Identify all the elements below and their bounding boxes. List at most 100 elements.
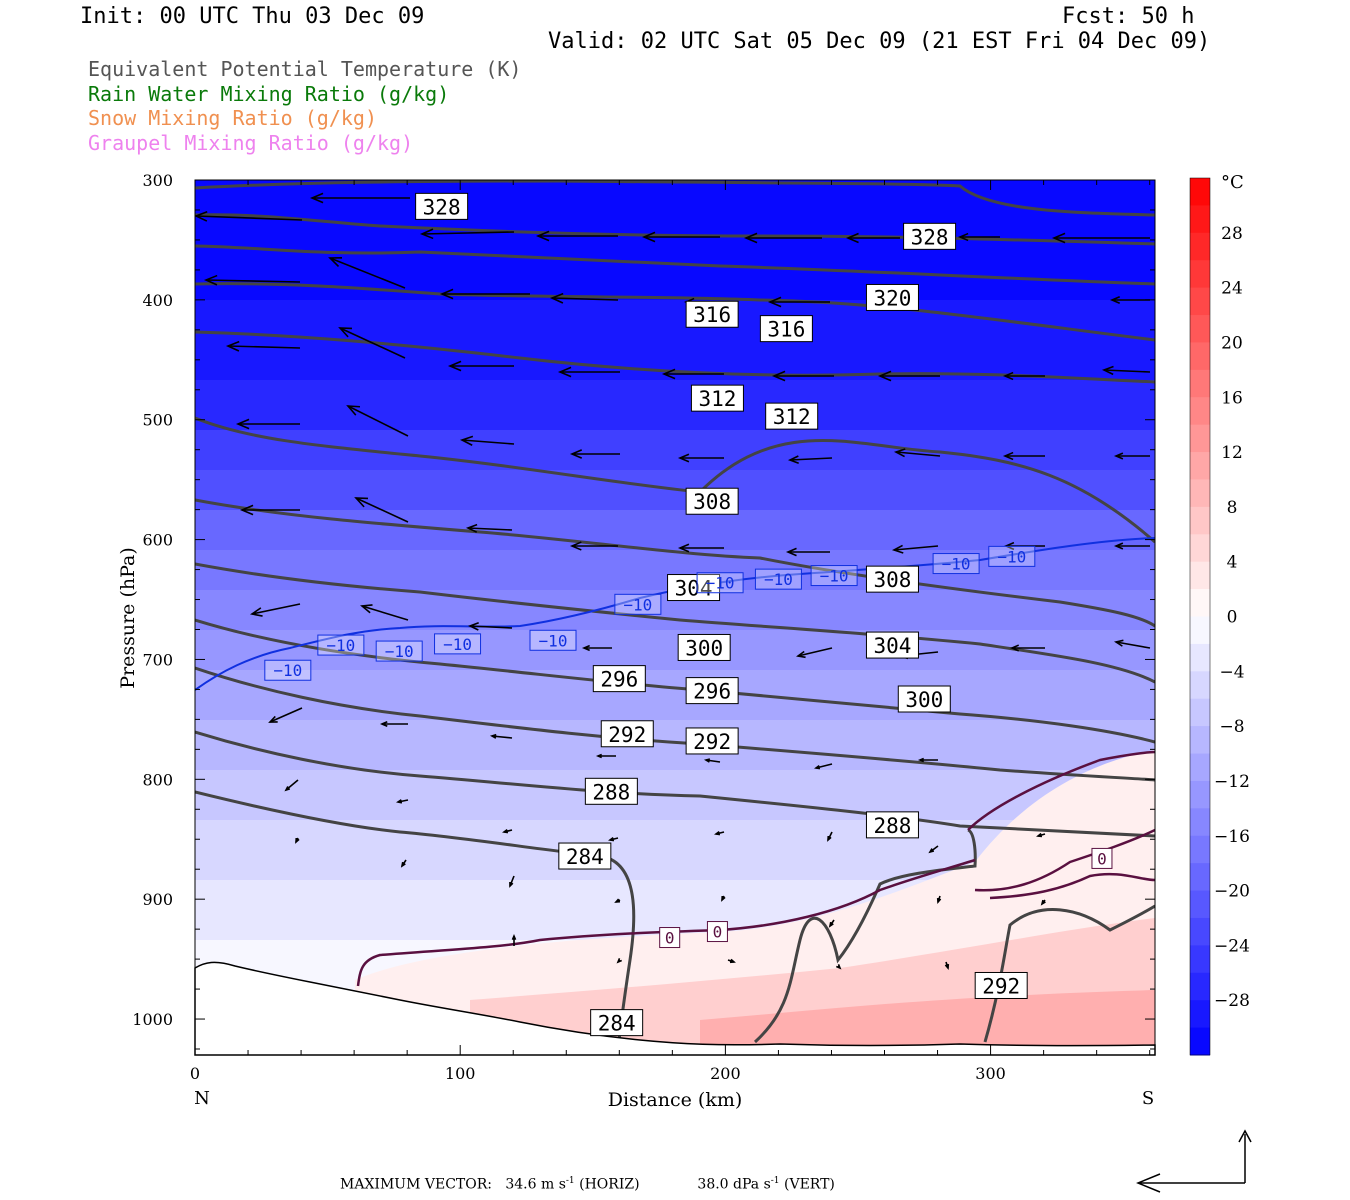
wind-vector-arrow — [1109, 296, 1150, 304]
wind-vector-arrow — [1051, 232, 1150, 244]
wind-vector-arrow — [459, 435, 515, 446]
x-axis-right-label: S — [1142, 1088, 1154, 1109]
isotherm-label: 0 — [1091, 847, 1113, 869]
vert-unit: (VERT) — [784, 1176, 835, 1193]
colorbar-swatch — [1190, 835, 1210, 864]
terrain-surface — [194, 961, 1156, 1056]
wind-vector-arrow — [465, 523, 513, 533]
isotherm-label: −10 — [932, 553, 980, 575]
colorbar-swatch — [1190, 917, 1210, 946]
wind-vector-arrow — [714, 830, 725, 836]
contour-labels: 328 328 320 316 316 312 312 308 308 304 304 300 300 2… — [264, 192, 1113, 1037]
theta-e-label-text: 288 — [873, 814, 911, 838]
colorbar-swatch — [1190, 205, 1210, 234]
wind-vector-arrow — [891, 544, 939, 554]
colorbar-swatch — [1190, 260, 1210, 289]
wind-vector-arrow — [249, 603, 301, 617]
warm-temperature-band — [700, 990, 1155, 1055]
wind-vector-arrow — [511, 933, 517, 946]
zero-isotherm — [967, 750, 1155, 831]
colorbar-swatch — [1190, 589, 1210, 617]
theta-e-label: 316 — [759, 315, 813, 343]
wind-vector-arrow — [1009, 644, 1045, 652]
isotherm-label: 0 — [659, 927, 681, 949]
colorbar-tick-label: −4 — [1219, 662, 1244, 682]
colorbar-swatch — [1190, 178, 1210, 206]
colorbar-swatch — [1190, 424, 1210, 453]
theta-e-label: 304 — [865, 631, 919, 659]
wind-vector-arrow — [1036, 832, 1046, 838]
theta-e-label: 312 — [690, 384, 744, 412]
colorbar-tick-label: 12 — [1221, 443, 1243, 463]
theta-e-label: 292 — [600, 720, 654, 748]
horiz-exponent: -1 — [565, 1176, 575, 1186]
theta-e-line — [753, 828, 977, 1044]
field-label-snow: Snow Mixing Ratio (g/kg) — [88, 106, 377, 130]
wind-vector-arrow — [309, 192, 410, 204]
theta-e-label: 320 — [865, 283, 919, 311]
colorbar-tick-label: 24 — [1221, 279, 1243, 299]
wind-vector-arrow — [489, 733, 513, 739]
y-tick-label: 900 — [142, 890, 173, 909]
colorbar-unit: °C — [1221, 172, 1244, 193]
theta-e-label: 300 — [677, 633, 731, 661]
wind-vector-arrow — [581, 644, 612, 652]
isotherm-label: −10 — [375, 640, 423, 662]
wind-vector-arrow — [827, 831, 833, 842]
temperature-band — [195, 720, 1155, 770]
colorbar-swatch — [1190, 643, 1210, 672]
theta-e-label-text: 328 — [423, 195, 461, 219]
wind-vector-arrow — [268, 707, 303, 723]
wind-vectors — [195, 192, 1151, 970]
colorbar-swatch — [1190, 808, 1210, 837]
wind-vector-arrow — [936, 895, 942, 904]
wind-vector-arrow — [439, 288, 530, 300]
y-tick-label: 500 — [142, 411, 173, 430]
theta-e-label-text: 316 — [693, 303, 731, 327]
theta-e-label: 284 — [590, 1009, 644, 1037]
wind-vector-arrow — [917, 757, 938, 763]
wind-vector-arrow — [608, 836, 619, 842]
wind-vector-arrow — [1002, 371, 1045, 381]
theta-e-label-text: 304 — [675, 577, 713, 601]
colorbar-swatch — [1190, 616, 1210, 645]
wind-vector-arrow — [295, 837, 300, 844]
theta-e-line — [195, 730, 1155, 838]
wind-vector-arrow — [721, 895, 726, 902]
theta-e-label: 300 — [897, 685, 951, 713]
wind-vector-arrow — [796, 647, 833, 659]
theta-e-label-text: 292 — [693, 730, 731, 754]
field-label-graupel: Graupel Mixing Ratio (g/kg) — [88, 131, 414, 155]
colorbar-swatch — [1190, 1000, 1210, 1029]
theta-e-label-text: 284 — [598, 1012, 636, 1036]
theta-e-label-text: 300 — [905, 688, 943, 712]
axes: 300 400 500 600 700 800 900 1000 0 100 200 300 — [132, 171, 1155, 1083]
theta-e-label: 312 — [765, 402, 819, 430]
y-axis-title: Pressure (hPa) — [117, 547, 139, 689]
colorbar-tick-label: 28 — [1221, 224, 1243, 244]
wind-vector-arrow — [549, 292, 619, 304]
maximum-vector-note: MAXIMUM VECTOR: 34.6 m s-1 (HORIZ) 38.0 … — [340, 1176, 835, 1193]
wind-vector-arrow — [677, 543, 724, 553]
isotherm-label-text: −10 — [764, 570, 793, 589]
isotherm-label: −10 — [317, 634, 365, 656]
colorbar-swatch — [1190, 315, 1210, 343]
x-tick-label: 100 — [445, 1064, 476, 1083]
theta-e-label: 292 — [685, 727, 739, 755]
wind-vector-arrow — [845, 232, 900, 244]
colorbar-swatch — [1190, 369, 1210, 398]
wind-vector-arrow — [928, 845, 939, 854]
max-vector-label: MAXIMUM VECTOR: — [340, 1176, 492, 1193]
colorbar-swatch — [1190, 780, 1210, 809]
temperature-band — [195, 630, 1155, 670]
y-tick-label: 700 — [142, 650, 173, 669]
wind-vector-arrow — [1002, 451, 1045, 461]
theta-e-line — [195, 282, 1155, 342]
wind-vector-arrow — [239, 504, 300, 516]
wind-vector-arrow — [1113, 639, 1151, 649]
wind-vector-arrow — [502, 828, 513, 834]
wind-vector-arrow — [614, 898, 621, 903]
colorbar-swatch — [1190, 1027, 1210, 1056]
isotherm-label-text: −10 — [820, 567, 849, 586]
